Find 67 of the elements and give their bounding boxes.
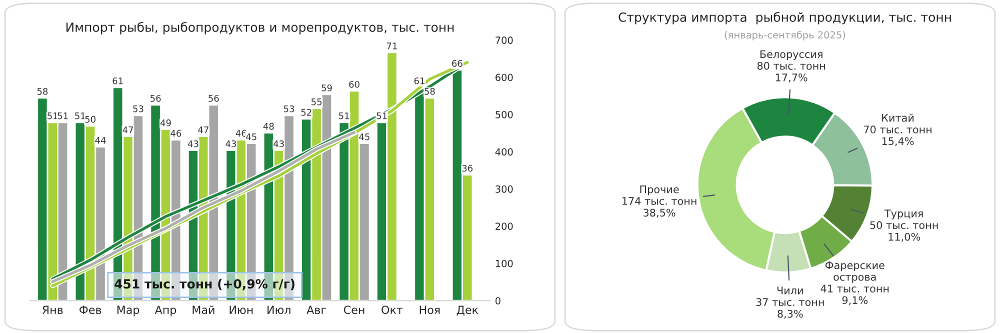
x-tick-label: Дек [456,306,478,316]
y2-tick-label: 100 [496,260,513,268]
data-label: 53 [284,105,294,112]
data-label: 43 [274,140,284,148]
y2-tick-label: 700 [496,36,513,44]
slice-label: Прочие [640,186,679,196]
x-tick-label: Янв [42,306,63,314]
x-tick-label: Окт [382,306,403,314]
data-label: 55 [312,98,322,106]
data-label: 70 тыс. тонн 15,4% [864,126,932,146]
x-tick-label: Фев [80,306,102,314]
y2-tick-label: 500 [496,110,513,118]
y2-tick-label: 600 [496,74,513,82]
chart-title: Импорт рыбы, рыбопродуктов и морепродуктов, тыс. тонн [66,22,454,34]
x-tick-label: Июн [230,306,253,314]
x-tick-label: Мар [117,306,140,316]
chart-subtitle: (январь-сентябрь 2025) [724,30,846,40]
data-label: 45 [359,133,370,140]
x-tick-label: Май [192,306,214,314]
annotation: 451 тыс. тонн (+0,9% г/г) [114,278,294,290]
chart-title: Структура импорта рыбной продукции, тыс. тонн [618,12,951,24]
data-label: 49 [160,119,171,126]
data-label: 48 [263,122,274,130]
x-tick-label: Ноя [420,306,440,314]
y2-tick-label: 300 [496,185,513,193]
x-tick-label: Сен [344,306,364,314]
y2-tick-label: 0 [496,297,500,304]
data-label: 60 [349,80,360,88]
slice-label: Китай [882,114,914,122]
data-label: 71 [386,42,397,50]
data-label: 53 [133,105,144,112]
data-label: 47 [198,126,208,134]
data-label: 66 [452,60,462,67]
x-tick-label: Авг [306,306,326,314]
data-label: 50 тыс. тонн 11,0% [870,221,938,242]
y2-tick-label: 200 [496,222,513,230]
data-label: 45 [246,133,256,140]
y2-tick-label: 400 [495,148,513,156]
x-tick-label: Июл [268,306,290,314]
data-label: 58 [37,88,48,95]
slice-label: Белоруссия [760,50,822,60]
data-label: 43 [188,140,198,148]
data-label: 51 [58,112,68,120]
data-label: 61 [414,77,424,84]
slice-label: Чили [777,286,803,294]
data-label: 51 [75,112,86,120]
data-label: 56 [208,94,219,102]
data-label: 59 [322,84,332,92]
data-label: 52 [301,108,312,116]
data-label: 46 [170,130,182,137]
data-label: 56 [150,94,161,102]
data-label: 50 [85,116,96,123]
data-label: 51 [339,112,349,120]
data-label: 51 [48,112,58,120]
data-label: 44 [95,136,106,144]
data-label: 174 тыс. тонн 38,5% [622,197,696,218]
data-label: 51 [376,112,387,120]
slice-label: Фарерские острова [825,261,884,283]
data-label: 80 тыс. тонн 17,7% [757,62,826,82]
data-label: 36 [462,164,473,172]
data-label: 58 [424,88,435,95]
data-label: 47 [122,126,134,134]
slice-label: Турция [884,210,923,220]
data-label: 61 [112,77,123,84]
data-label: 43 [226,140,236,148]
x-tick-label: Апр [154,306,176,316]
data-label: 37 тыс. тонн 8,3% [756,298,824,319]
